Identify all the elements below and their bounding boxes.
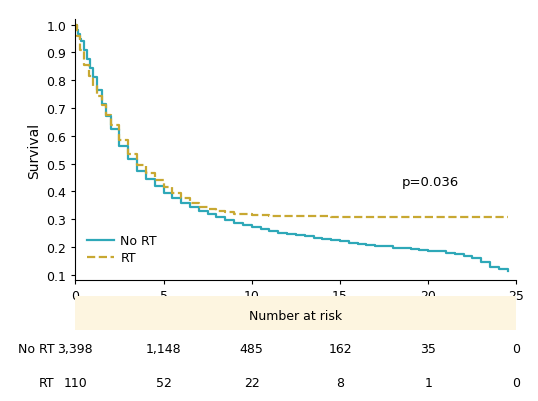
RT — [143, 172, 149, 176]
Line: No RT: No RT — [75, 26, 508, 271]
RT — [187, 201, 193, 206]
No RT — [72, 23, 79, 28]
RT — [108, 123, 114, 128]
RT — [125, 152, 131, 157]
RT — [505, 215, 511, 220]
Text: 22: 22 — [244, 376, 260, 389]
X-axis label: Years: Years — [278, 308, 314, 322]
Text: 0: 0 — [513, 376, 520, 389]
Text: 485: 485 — [240, 342, 264, 355]
RT — [266, 214, 273, 219]
RT — [196, 205, 202, 210]
RT — [94, 94, 101, 99]
Text: p=0.036: p=0.036 — [402, 176, 459, 189]
RT — [72, 23, 79, 28]
Bar — [75, 297, 516, 330]
No RT — [425, 249, 431, 253]
RT — [103, 113, 109, 118]
Text: No RT: No RT — [18, 342, 54, 355]
Y-axis label: Survival: Survival — [27, 122, 41, 178]
Text: 162: 162 — [328, 342, 352, 355]
Line: RT: RT — [75, 26, 508, 217]
RT — [222, 211, 229, 215]
RT — [169, 191, 175, 196]
RT — [328, 215, 335, 220]
Text: 110: 110 — [63, 376, 87, 389]
RT — [204, 207, 211, 212]
RT — [86, 75, 92, 79]
No RT — [125, 158, 131, 162]
No RT — [487, 264, 493, 269]
Text: 35: 35 — [420, 342, 436, 355]
Text: 1,148: 1,148 — [146, 342, 181, 355]
No RT — [116, 144, 123, 149]
No RT — [337, 239, 343, 244]
RT — [178, 196, 185, 201]
RT — [152, 178, 158, 183]
Text: RT: RT — [39, 376, 54, 389]
RT — [90, 84, 96, 89]
RT — [301, 214, 308, 219]
RT — [249, 213, 255, 218]
RT — [134, 163, 140, 168]
Text: 8: 8 — [336, 376, 344, 389]
Text: 1: 1 — [424, 376, 432, 389]
RT — [231, 212, 237, 217]
RT — [160, 185, 167, 190]
No RT — [505, 269, 511, 273]
Text: 3,398: 3,398 — [58, 342, 93, 355]
No RT — [372, 244, 379, 249]
RT — [81, 63, 87, 68]
RT — [116, 138, 123, 143]
RT — [74, 34, 80, 39]
RT — [213, 209, 220, 214]
RT — [284, 214, 291, 219]
RT — [76, 48, 83, 53]
Text: 0: 0 — [513, 342, 520, 355]
Text: 52: 52 — [155, 376, 172, 389]
RT — [319, 215, 325, 219]
RT — [240, 212, 246, 217]
Legend: No RT, RT: No RT, RT — [82, 230, 162, 269]
RT — [98, 103, 105, 108]
Text: Number at risk: Number at risk — [249, 309, 343, 322]
